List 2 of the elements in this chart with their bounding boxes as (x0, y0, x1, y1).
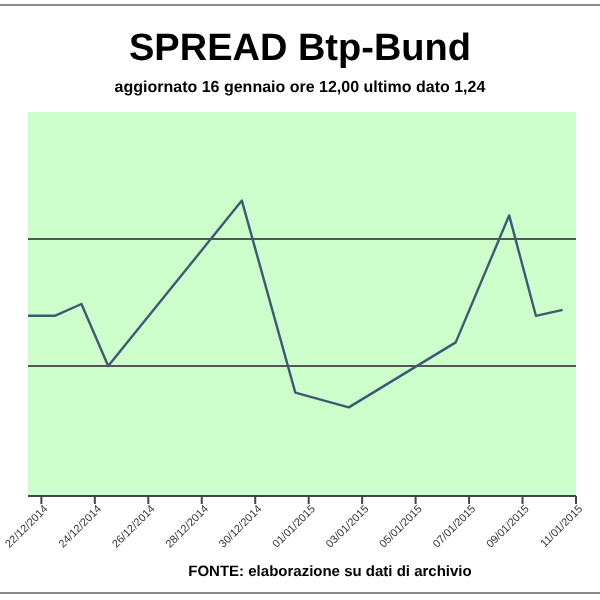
chart-title: SPREAD Btp-Bund (127, 28, 473, 72)
chart-subtitle: aggiornato 16 gennaio ore 12,00 ultimo dato 1,24 (112, 78, 488, 96)
